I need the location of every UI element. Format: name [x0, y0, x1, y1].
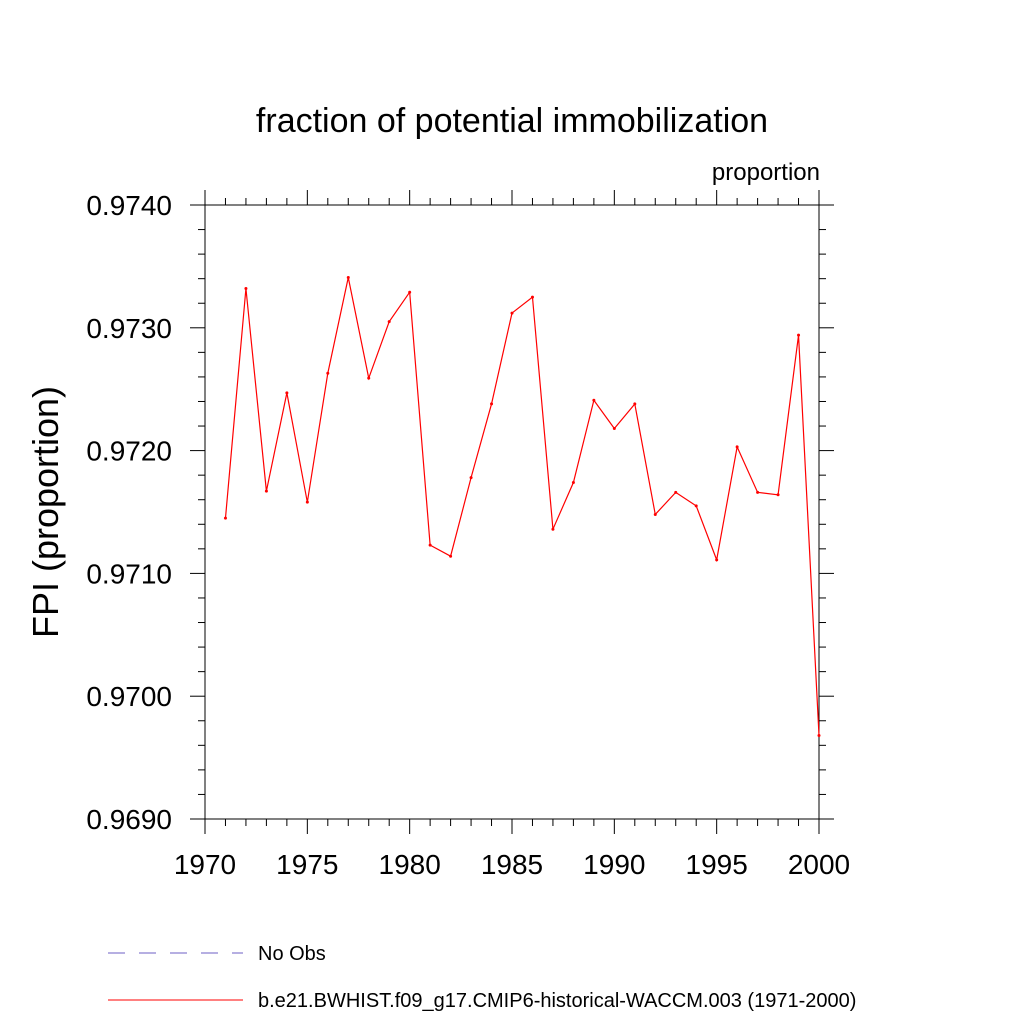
x-tick-label: 1995: [686, 849, 748, 880]
data-point: [285, 391, 289, 395]
y-tick-label: 0.9740: [86, 190, 172, 221]
data-point: [551, 527, 555, 531]
y-axis-label: FPI (proportion): [25, 386, 66, 638]
data-point: [469, 476, 473, 480]
data-point: [776, 493, 780, 497]
data-point: [387, 320, 391, 324]
data-point: [530, 295, 534, 299]
y-tick-label: 0.9690: [86, 804, 172, 835]
chart-units-label: proportion: [712, 159, 820, 186]
chart-title: fraction of potential immobilization: [256, 102, 768, 140]
axis-ticks: [190, 190, 834, 834]
data-point: [694, 504, 698, 508]
data-point: [346, 275, 350, 279]
data-point: [449, 554, 453, 558]
x-tick-label: 1975: [276, 849, 338, 880]
x-tick-label: 1985: [481, 849, 543, 880]
data-point: [510, 311, 514, 315]
y-tick-label: 0.9710: [86, 558, 172, 589]
series-line: [224, 277, 820, 736]
data-point: [305, 500, 309, 504]
data-point: [612, 426, 616, 430]
data-point: [735, 445, 739, 449]
legend-label-model: b.e21.BWHIST.f09_g17.CMIP6-historical-WA…: [258, 990, 856, 1012]
plot-frame: [204, 204, 820, 820]
x-tick-label: 2000: [788, 849, 850, 880]
data-point: [571, 481, 575, 485]
data-point: [592, 398, 596, 402]
data-point: [408, 290, 412, 294]
data-point: [490, 402, 494, 406]
data-point: [715, 558, 719, 562]
tick-labels: 1970 1975 1980 1985 1990 1995 2000 0.9690 0.9700…: [86, 190, 850, 880]
series-layer: [223, 275, 821, 737]
data-point: [223, 516, 227, 520]
data-point: [756, 490, 760, 494]
data-point: [674, 490, 678, 494]
legend-label-no-obs: No Obs: [258, 943, 326, 965]
data-point: [633, 402, 637, 406]
y-tick-label: 0.9700: [86, 681, 172, 712]
y-tick-label: 0.9730: [86, 313, 172, 344]
data-point: [428, 543, 432, 547]
y-tick-label: 0.9720: [86, 436, 172, 467]
data-point: [326, 371, 330, 375]
x-tick-label: 1970: [174, 849, 236, 880]
data-point: [797, 333, 801, 337]
data-point: [264, 489, 268, 493]
legend: No Obs b.e21.BWHIST.f09_g17.CMIP6-histor…: [108, 943, 856, 1012]
data-point: [653, 512, 657, 516]
data-point: [817, 733, 821, 737]
data-point: [367, 376, 371, 380]
data-point: [244, 287, 248, 291]
x-tick-label: 1990: [583, 849, 645, 880]
x-tick-label: 1980: [379, 849, 441, 880]
